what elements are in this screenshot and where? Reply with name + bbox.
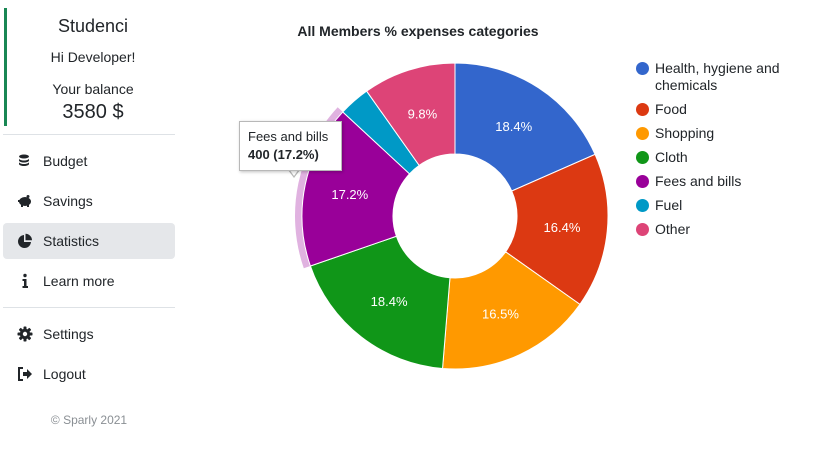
legend-item-fuel[interactable]: Fuel: [636, 197, 836, 214]
chart-title: All Members % expenses categories: [297, 23, 539, 39]
sidebar: Studenci Hi Developer! Your balance 3580…: [0, 0, 176, 471]
sidebar-item-logout[interactable]: Logout: [3, 356, 175, 392]
sidebar-item-label: Settings: [43, 326, 94, 342]
slice-food[interactable]: [504, 153, 609, 306]
tooltip-value: 400 (17.2%): [248, 147, 319, 162]
legend-swatch: [636, 223, 649, 236]
slice-label-cloth: 18.4%: [371, 294, 408, 309]
coins-icon: [19, 154, 29, 166]
gear-icon: [17, 326, 33, 342]
legend-swatch: [636, 62, 649, 75]
slice-shopping[interactable]: [441, 251, 581, 370]
sidebar-item-label: Learn more: [43, 273, 115, 289]
info-icon: [22, 273, 28, 288]
legend-item-food[interactable]: Food: [636, 101, 836, 118]
greeting-text: Hi Developer!: [50, 49, 136, 65]
footer-copyright: © Sparly 2021: [50, 413, 128, 427]
legend-label: Health, hygiene and chemicals: [655, 60, 780, 93]
balance-label: Your balance: [52, 81, 134, 97]
sidebar-divider: [3, 134, 175, 135]
sidebar-item-label: Logout: [43, 366, 86, 382]
pie-chart-icon: [18, 233, 32, 248]
sidebar-item-label: Savings: [43, 193, 93, 209]
legend-swatch: [636, 199, 649, 212]
slice-label-other: 9.8%: [408, 107, 438, 122]
logout-icon: [18, 367, 32, 381]
legend-item-other[interactable]: Other: [636, 221, 836, 238]
slice-label-health-hygiene-and-chemicals: 18.4%: [495, 119, 532, 134]
legend-label: Fees and bills: [655, 173, 742, 189]
legend-item-fees-and-bills[interactable]: Fees and bills: [636, 173, 836, 190]
legend-swatch: [636, 151, 649, 164]
legend-item-cloth[interactable]: Cloth: [636, 149, 836, 166]
legend-swatch: [636, 103, 649, 116]
piggy-bank-icon: [18, 195, 31, 207]
legend-swatch: [636, 127, 649, 140]
legend-label: Cloth: [655, 149, 688, 165]
legend-label: Food: [655, 101, 687, 117]
sidebar-divider: [3, 307, 175, 308]
slice-cloth[interactable]: [309, 235, 451, 370]
legend-item-health-hygiene-and-chemicals[interactable]: Health, hygiene and chemicals: [636, 60, 836, 94]
tooltip-title: Fees and bills: [248, 129, 329, 144]
slice-label-food: 16.4%: [544, 220, 581, 235]
sidebar-item-label: Budget: [43, 153, 88, 169]
slice-other[interactable]: [365, 62, 456, 167]
legend-item-shopping[interactable]: Shopping: [636, 125, 836, 142]
chart-tooltip: Fees and bills 400 (17.2%): [239, 121, 342, 171]
sidebar-item-statistics[interactable]: Statistics: [3, 223, 175, 259]
legend-label: Other: [655, 221, 691, 237]
brand-title: Studenci: [57, 16, 129, 36]
sidebar-item-settings[interactable]: Settings: [3, 316, 175, 352]
legend-swatch: [636, 175, 649, 188]
sidebar-item-learn-more[interactable]: Learn more: [3, 263, 175, 299]
sidebar-item-savings[interactable]: Savings: [3, 183, 175, 219]
legend-label: Shopping: [655, 125, 715, 141]
tooltip-arrow-inner: [289, 169, 299, 176]
slice-health-hygiene-and-chemicals[interactable]: [454, 62, 596, 192]
slice-label-fees-and-bills: 17.2%: [331, 187, 368, 202]
slice-label-shopping: 16.5%: [482, 306, 519, 321]
chart-legend: Health, hygiene and chemicals Food Shoppin…: [636, 60, 836, 245]
balance-value: 3580 $: [62, 101, 124, 123]
legend-label: Fuel: [655, 197, 683, 213]
sidebar-item-label: Statistics: [43, 233, 100, 249]
sidebar-item-budget[interactable]: Budget: [3, 143, 175, 179]
brand-panel: Studenci Hi Developer! Your balance 3580…: [4, 8, 179, 126]
